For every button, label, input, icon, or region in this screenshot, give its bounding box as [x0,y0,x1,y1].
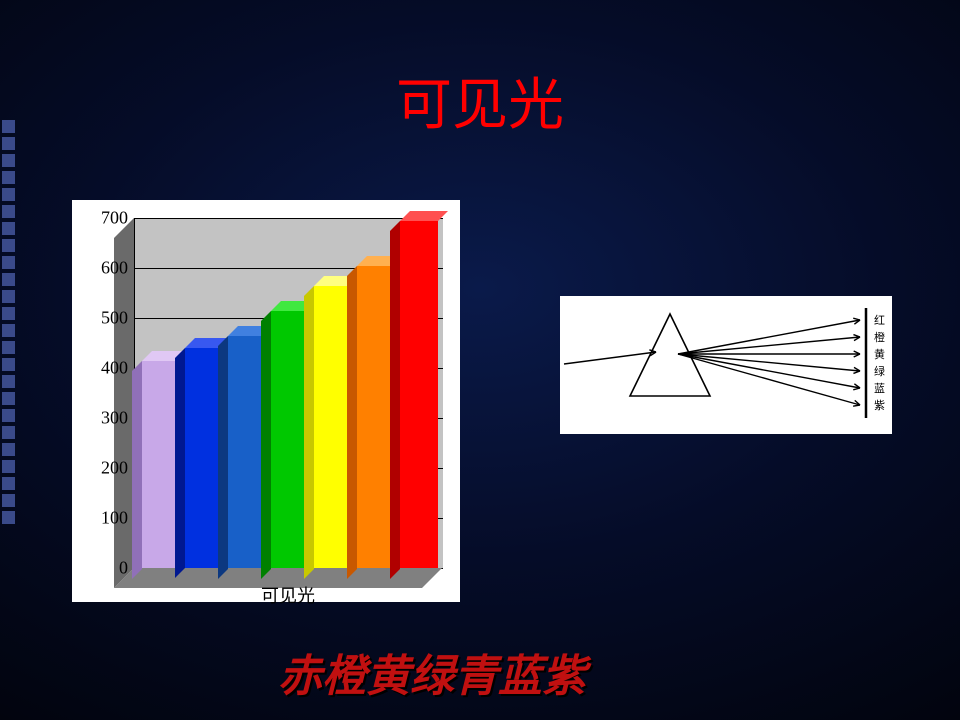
bar-side [218,336,228,579]
chart-bars [134,218,442,568]
decoration-square [2,375,15,388]
y-tick-label: 600 [80,258,128,279]
decoration-square [2,120,15,133]
svg-text:红: 红 [874,314,885,327]
decoration-square [2,154,15,167]
bar-side [304,286,314,579]
bar-side [132,361,142,579]
decoration-square [2,239,15,252]
decoration-square [2,290,15,303]
y-tick-label: 300 [80,408,128,429]
chart-panel: 可见光 0100200300400500600700 [72,200,460,602]
svg-text:紫: 紫 [874,399,885,412]
decoration-square [2,324,15,337]
y-tick-label: 100 [80,508,128,529]
left-decoration [2,120,15,528]
decoration-square [2,477,15,490]
bar-side [347,266,357,579]
decoration-square [2,307,15,320]
svg-text:黄: 黄 [874,347,885,361]
svg-text:绿: 绿 [874,364,885,378]
decoration-square [2,460,15,473]
bar-side [261,311,271,579]
prism-diagram: 红橙黄绿蓝紫 [560,296,892,434]
decoration-square [2,358,15,371]
svg-text:橙: 橙 [874,330,885,344]
decoration-square [2,205,15,218]
svg-text:蓝: 蓝 [874,382,885,395]
slide-title: 可见光 [0,60,960,141]
bar-side [175,348,185,578]
prism-svg: 红橙黄绿蓝紫 [560,296,892,434]
decoration-square [2,426,15,439]
bar-front [400,221,438,569]
bar [400,221,438,569]
decoration-square [2,494,15,507]
decoration-square [2,392,15,405]
decoration-square [2,188,15,201]
decoration-square [2,137,15,150]
decoration-square [2,443,15,456]
decoration-square [2,511,15,524]
decoration-square [2,273,15,286]
decoration-square [2,222,15,235]
decoration-square [2,341,15,354]
slide-subtitle: 赤橙黄绿青蓝紫 [278,640,586,704]
y-tick-label: 200 [80,458,128,479]
bar-side [390,221,400,579]
y-tick-label: 700 [80,208,128,229]
bar-top [400,211,448,221]
chart-x-label: 可见光 [134,582,442,608]
decoration-square [2,256,15,269]
y-tick-label: 500 [80,308,128,329]
decoration-square [2,171,15,184]
y-tick-label: 0 [80,558,128,579]
y-tick-label: 400 [80,358,128,379]
decoration-square [2,409,15,422]
